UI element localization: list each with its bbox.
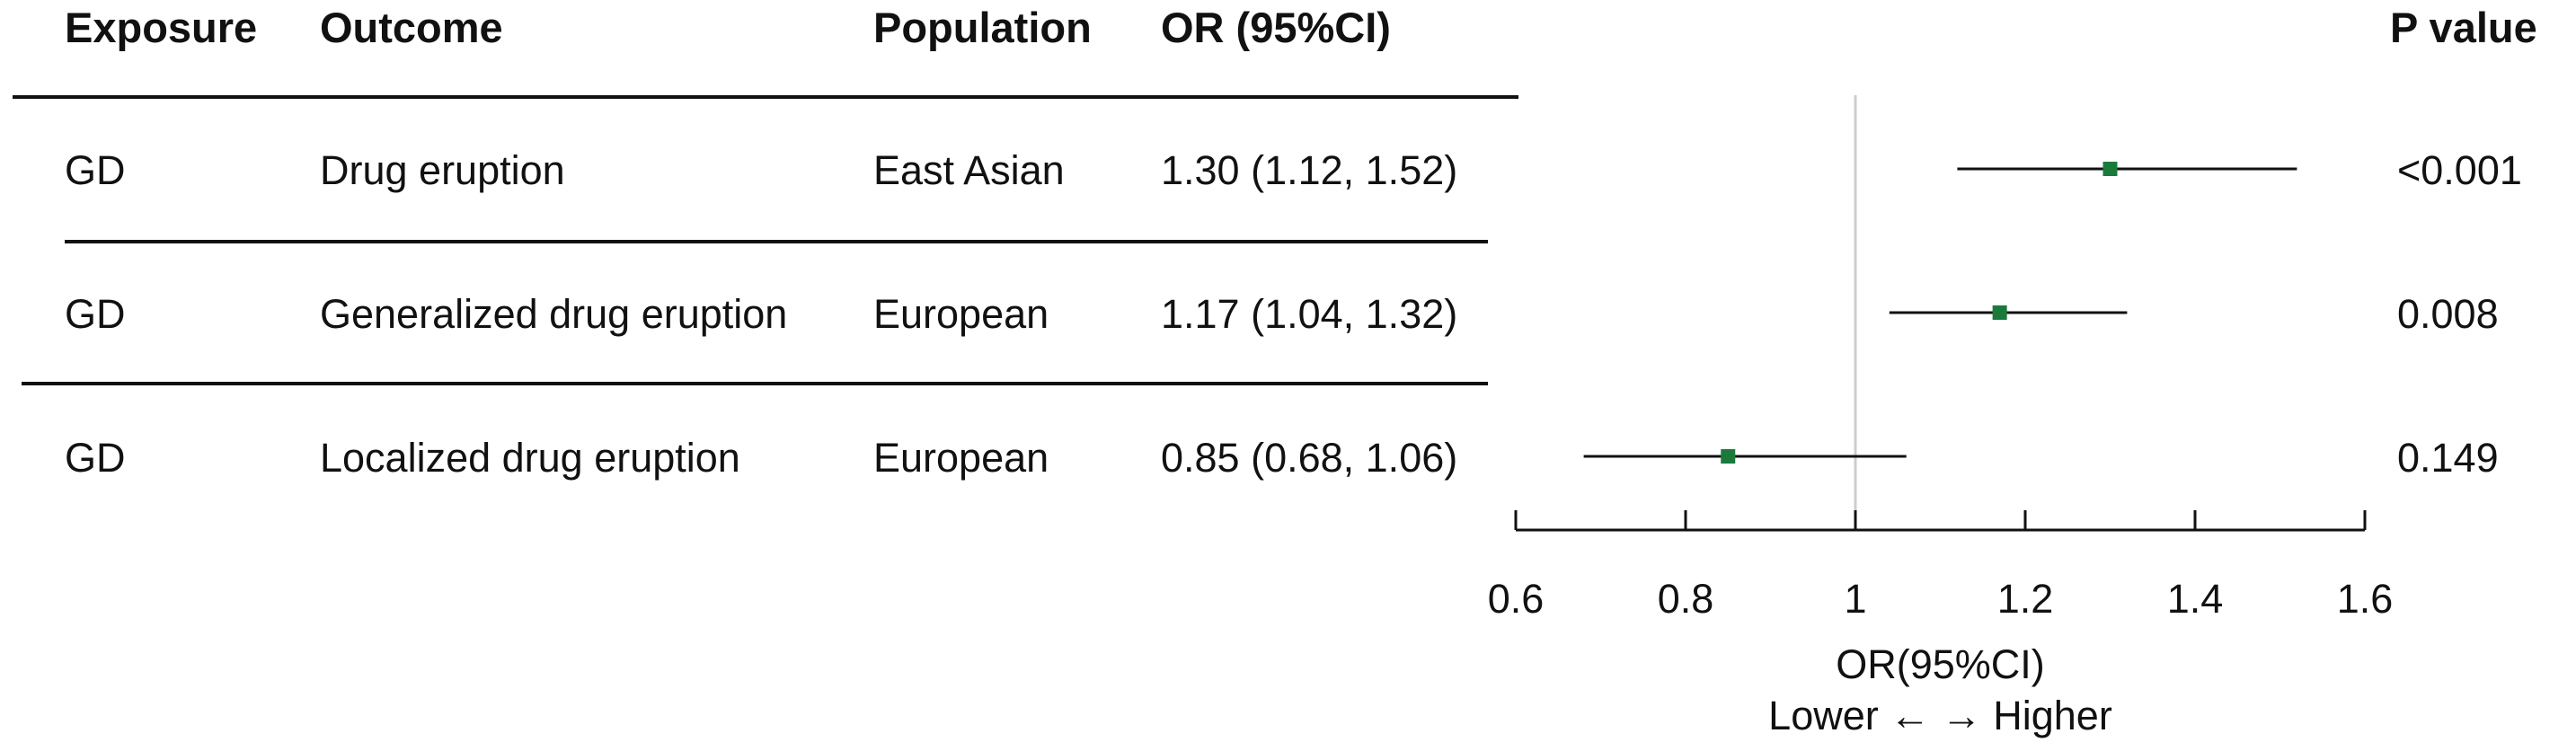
header-exposure: Exposure xyxy=(65,4,258,51)
cell-population: European xyxy=(873,291,1049,337)
row-divider xyxy=(22,382,1488,385)
x-tick-label: 1 xyxy=(1844,576,1866,622)
point-marker xyxy=(1992,305,2007,320)
cell-p-value: 0.008 xyxy=(2397,291,2499,337)
x-tick-label: 1.4 xyxy=(2167,576,2224,622)
cell-population: East Asian xyxy=(873,147,1065,193)
cell-p-value: <0.001 xyxy=(2397,147,2522,193)
header-population: Population xyxy=(873,4,1092,51)
direction-label: Lower ← → Higher xyxy=(1768,693,2112,738)
x-axis-label: OR(95%CI) xyxy=(1836,641,2045,687)
cell-population: European xyxy=(873,435,1049,481)
x-tick-label: 0.6 xyxy=(1488,576,1545,622)
cell-or-ci: 0.85 (0.68, 1.06) xyxy=(1161,435,1458,481)
point-marker xyxy=(1721,449,1736,464)
point-marker xyxy=(2102,162,2118,176)
cell-exposure: GD xyxy=(65,435,126,481)
cell-outcome: Drug eruption xyxy=(320,147,565,193)
cell-outcome: Localized drug eruption xyxy=(320,435,740,481)
header-outcome: Outcome xyxy=(320,4,503,51)
x-tick-label: 1.2 xyxy=(1997,576,2054,622)
cell-outcome: Generalized drug eruption xyxy=(320,291,788,337)
header-or-ci: OR (95%CI) xyxy=(1161,4,1391,51)
cell-exposure: GD xyxy=(65,147,126,193)
cell-exposure: GD xyxy=(65,291,126,337)
x-tick-label: 1.6 xyxy=(2337,576,2394,622)
header-p-value: P value xyxy=(2390,4,2537,51)
x-tick-label: 0.8 xyxy=(1658,576,1714,622)
header-divider xyxy=(13,95,1518,99)
cell-or-ci: 1.17 (1.04, 1.32) xyxy=(1161,291,1458,337)
cell-or-ci: 1.30 (1.12, 1.52) xyxy=(1161,147,1458,193)
row-divider xyxy=(65,240,1488,243)
cell-p-value: 0.149 xyxy=(2397,435,2499,481)
